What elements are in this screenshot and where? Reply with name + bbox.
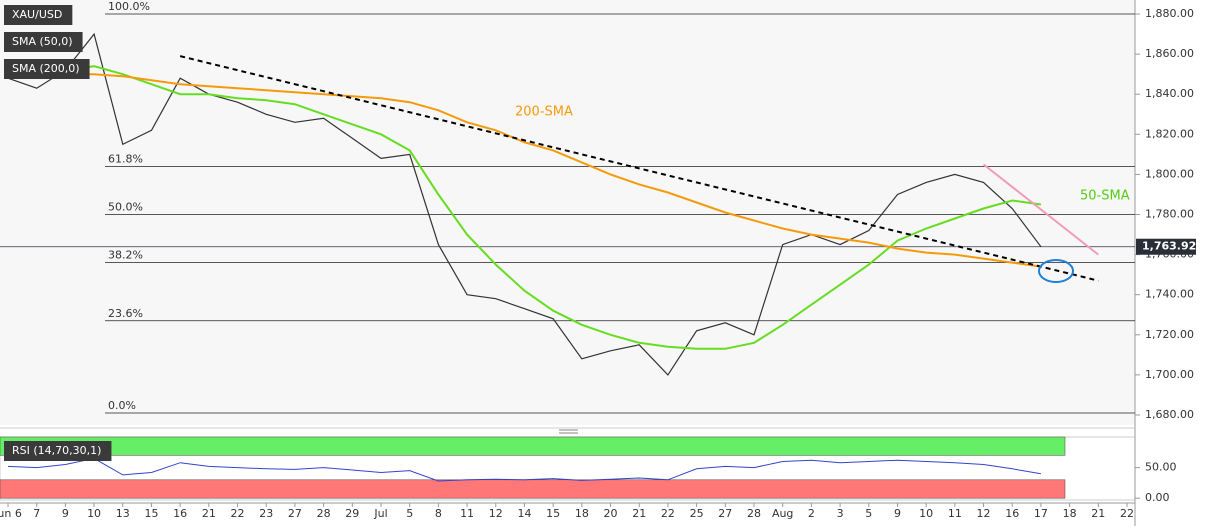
rsi-band [0, 436, 1066, 456]
rsi-band [0, 479, 1066, 499]
x-tick-label: 21 [202, 507, 216, 520]
x-tick-label: 28 [317, 507, 331, 520]
layer: 1,680.001,700.001,720.001,740.001,760.00… [0, 0, 1196, 520]
x-tick-label: 20 [604, 507, 618, 520]
x-tick-label: 5 [406, 507, 413, 520]
x-tick-label: 27 [718, 507, 732, 520]
x-tick-label: 11 [948, 507, 962, 520]
rsi-title: RSI (14,70,30,1) [12, 444, 101, 457]
x-tick-label: 8 [435, 507, 442, 520]
y-tick-label: 1,720.00 [1145, 328, 1194, 341]
legend-label: SMA (200,0) [12, 62, 80, 75]
trendline [179, 55, 1099, 282]
main-panel [0, 0, 1135, 425]
y-tick-label: 1,740.00 [1145, 288, 1194, 301]
x-tick-label: 21 [1091, 507, 1105, 520]
x-tick-label: 11 [460, 507, 474, 520]
legend-label: XAU/USD [12, 8, 62, 21]
x-tick-label: 23 [259, 507, 273, 520]
fib-label: 23.6% [108, 307, 143, 320]
series-line [7, 69, 1042, 268]
x-tick-label: 9 [894, 507, 901, 520]
x-tick-label: 22 [1120, 507, 1134, 520]
legend-box [4, 32, 83, 52]
x-tick-label: 9 [62, 507, 69, 520]
y-tick-label: 1,780.00 [1145, 208, 1194, 221]
x-tick-label: 10 [87, 507, 101, 520]
y-tick-label: 50.00 [1145, 461, 1177, 474]
x-tick-label: 15 [144, 507, 158, 520]
x-tick-label: 22 [231, 507, 245, 520]
fib-label: 0.0% [108, 399, 136, 412]
series-line [7, 63, 1042, 350]
y-tick-label: 1,860.00 [1145, 47, 1194, 60]
annotation: 200-SMA [515, 105, 573, 120]
x-tick-label: 2 [808, 507, 815, 520]
x-tick-label: 3 [837, 507, 844, 520]
x-tick-label: 25 [690, 507, 704, 520]
highlight-circle [1038, 259, 1074, 283]
x-tick-label: 27 [288, 507, 302, 520]
fib-label: 61.8% [108, 152, 143, 165]
x-tick-label: 28 [747, 507, 761, 520]
legend-box [4, 5, 73, 25]
fib-label: 50.0% [108, 201, 143, 214]
x-tick-label: Aug [772, 507, 793, 520]
rsi-title-box [4, 441, 112, 461]
y-tick-label: 1,680.00 [1145, 408, 1194, 421]
annotation: 50-SMA [1080, 189, 1130, 204]
last-price-label: 1,763.92 [1142, 240, 1196, 253]
series-line [7, 32, 1042, 376]
y-tick-label: 0.00 [1145, 491, 1170, 504]
y-tick-label: 1,840.00 [1145, 87, 1194, 100]
fib-label: 100.0% [108, 0, 150, 13]
x-tick-label: 18 [1063, 507, 1077, 520]
fib-label: 38.2% [108, 249, 143, 262]
x-tick-label: 18 [575, 507, 589, 520]
x-tick-label: 15 [546, 507, 560, 520]
trendline [982, 163, 1099, 256]
x-tick-label: 10 [919, 507, 933, 520]
x-tick-label: 17 [1034, 507, 1048, 520]
x-tick-label: 12 [977, 507, 991, 520]
legend-label: SMA (50,0) [12, 35, 73, 48]
x-tick-label: Jul [373, 507, 387, 520]
y-tick-label: 1,820.00 [1145, 127, 1194, 140]
x-tick-label: 16 [1005, 507, 1019, 520]
y-tick-label: 1,700.00 [1145, 368, 1194, 381]
x-tick-label: 21 [632, 507, 646, 520]
y-tick-label: 1,800.00 [1145, 167, 1194, 180]
rsi-line [7, 457, 1041, 482]
x-tick-label: 5 [865, 507, 872, 520]
x-tick-label: 14 [517, 507, 531, 520]
x-tick-label: 12 [489, 507, 503, 520]
x-tick-label: 29 [345, 507, 359, 520]
x-tick-label: 13 [116, 507, 130, 520]
x-tick-label: 7 [33, 507, 40, 520]
x-tick-label: 16 [173, 507, 187, 520]
legend-box [4, 59, 90, 79]
last-price-tag [1136, 238, 1196, 255]
y-tick-label: 1,880.00 [1145, 7, 1194, 20]
x-tick-label: Jun 6 [0, 507, 22, 520]
x-tick-label: 22 [661, 507, 675, 520]
